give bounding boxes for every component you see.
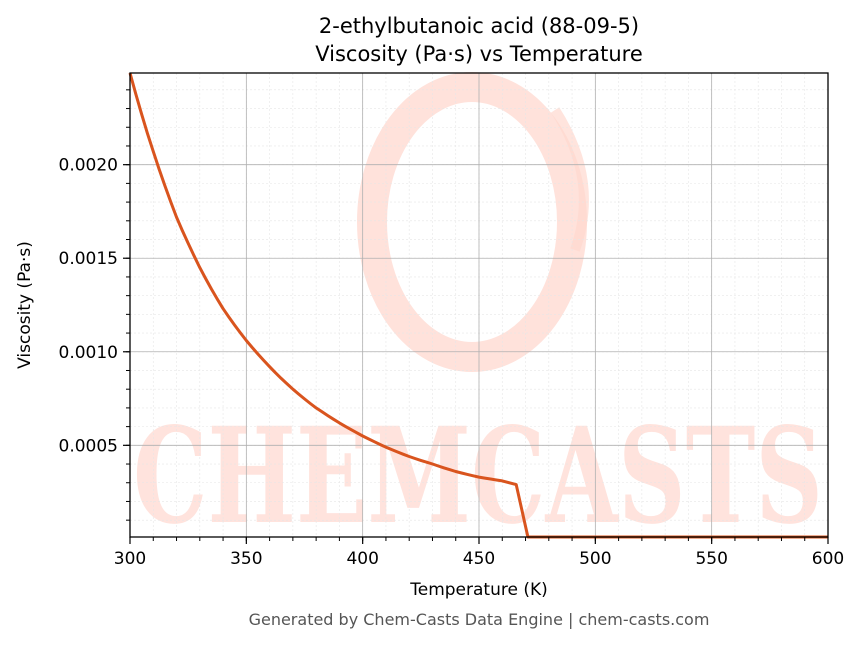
x-tick-label: 450 (463, 549, 495, 569)
y-tick-label: 0.0010 (59, 343, 118, 363)
x-tick-label: 300 (114, 549, 146, 569)
chart-title-line2: Viscosity (Pa·s) vs Temperature (315, 42, 643, 66)
axis-ticks (123, 89, 829, 544)
y-tick-label: 0.0020 (59, 156, 118, 176)
y-axis-label: Viscosity (Pa·s) (15, 241, 35, 369)
y-tick-label: 0.0005 (59, 436, 118, 456)
y-tick-label: 0.0015 (59, 249, 118, 269)
x-tick-labels: 300 350 400 450 500 550 600 (114, 549, 844, 569)
y-tick-labels: 0.0005 0.0010 0.0015 0.0020 (59, 156, 118, 457)
x-tick-label: 500 (579, 549, 611, 569)
footer-text: Generated by Chem-Casts Data Engine | ch… (249, 610, 710, 629)
x-tick-label: 350 (230, 549, 262, 569)
x-axis-label: Temperature (K) (409, 580, 548, 600)
x-tick-label: 400 (346, 549, 378, 569)
chart-title-line1: 2-ethylbutanoic acid (88-09-5) (319, 14, 639, 38)
x-tick-label: 600 (812, 549, 844, 569)
x-tick-label: 550 (695, 549, 727, 569)
watermark-logo: CHEMCASTS (133, 72, 823, 554)
series-line-viscosity (128, 72, 828, 539)
